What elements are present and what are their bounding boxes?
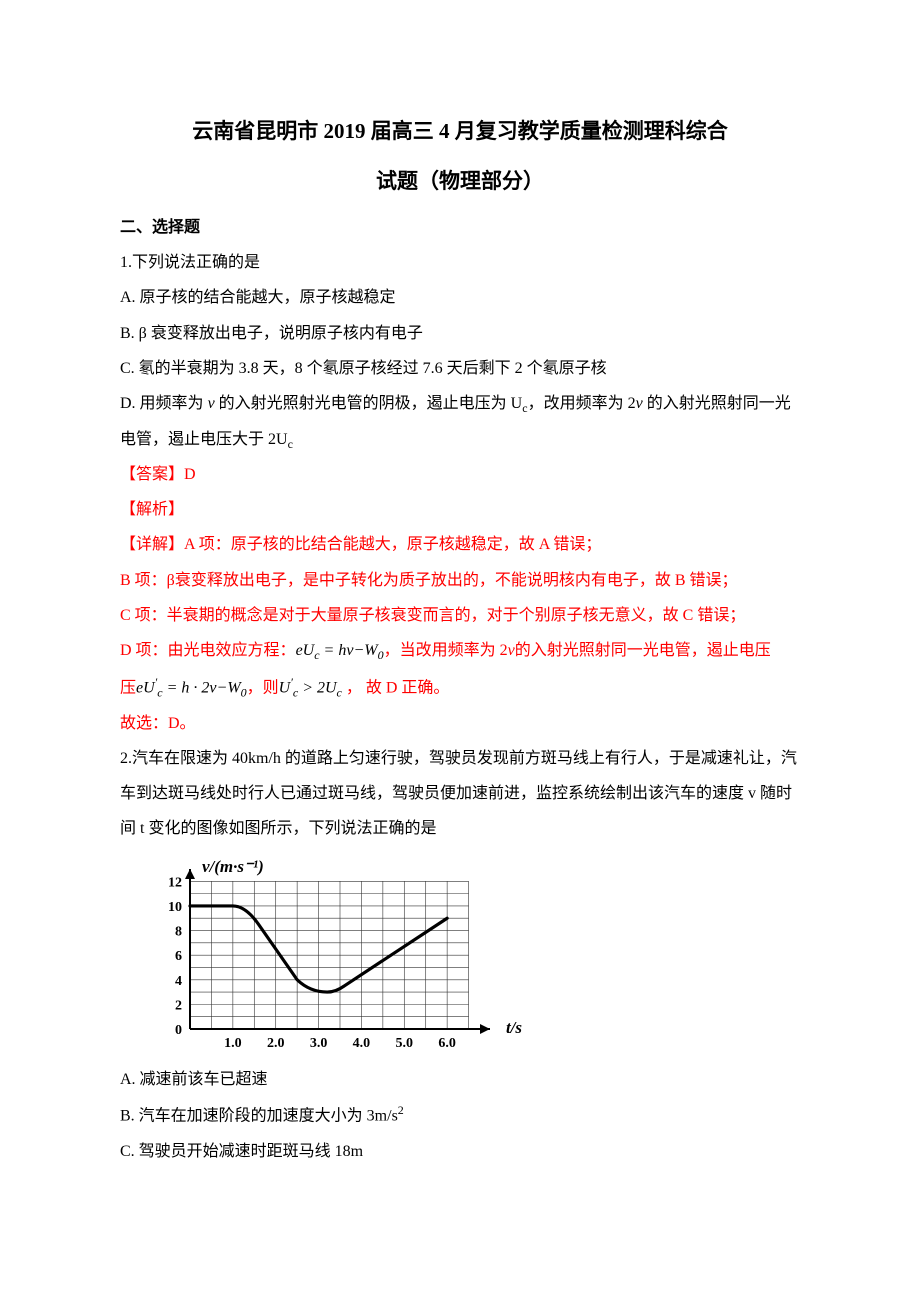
ddf2am: = h · 2v−W bbox=[163, 679, 241, 696]
y-axis-label: v/(m·s⁻¹) bbox=[202, 848, 264, 885]
dd-prefix: 压 bbox=[120, 679, 136, 696]
svg-text:6: 6 bbox=[175, 949, 182, 964]
q1-detail-a: 【详解】A 项：原子核的比结合能越大，原子核越稳定，故 A 错误； bbox=[120, 527, 800, 562]
q1-answer: 【答案】D bbox=[120, 457, 800, 492]
q1-detail-b: B 项：β衰变释放出电子，是中子转化为质子放出的，不能说明核内有电子，故 B 错… bbox=[120, 563, 800, 598]
section-header: 二、选择题 bbox=[120, 210, 800, 245]
q2-option-c: C. 驾驶员开始减速时距斑马线 18m bbox=[120, 1134, 800, 1169]
svg-text:2.0: 2.0 bbox=[267, 1036, 285, 1051]
svg-text:6.0: 6.0 bbox=[438, 1036, 456, 1051]
q2b-pre: B. 汽车在加速阶段的加速度大小为 3m/s bbox=[120, 1108, 398, 1125]
dd4: ，则 bbox=[247, 679, 279, 696]
q1-detail-c: C 项：半衰期的概念是对于大量原子核衰变而言的，对于个别原子核无意义，故 C 错… bbox=[120, 598, 800, 633]
svg-text:4.0: 4.0 bbox=[353, 1036, 371, 1051]
svg-text:0: 0 bbox=[175, 1023, 182, 1038]
q1-d-v2: v bbox=[636, 395, 643, 412]
q2-stem: 2.汽车在限速为 40km/h 的道路上匀速行驶，驾驶员发现前方斑马线上有行人，… bbox=[120, 741, 800, 847]
q1-d-mid1: 的入射光照射光电管的阴极，遏止电压为 U bbox=[215, 395, 523, 412]
ddf1: eU bbox=[296, 642, 315, 659]
q1-d-sub2: c bbox=[288, 437, 293, 451]
svg-text:3.0: 3.0 bbox=[310, 1036, 328, 1051]
svg-text:1.0: 1.0 bbox=[224, 1036, 242, 1051]
x-axis-label: t/s bbox=[506, 1009, 522, 1046]
svg-text:4: 4 bbox=[175, 974, 182, 989]
ddf2a: eU bbox=[136, 679, 155, 696]
q1-detail-d-line2: 压eU′c = h · 2v−W0，则U′c > 2Uc ， 故 D 正确。 bbox=[120, 669, 800, 706]
dd2: ，当改用频率为 2 bbox=[384, 642, 508, 659]
page-title-1: 云南省昆明市 2019 届高三 4 月复习教学质量检测理科综合 bbox=[120, 110, 800, 152]
svg-text:2: 2 bbox=[175, 999, 182, 1014]
detail-label: 【详解】 bbox=[120, 536, 184, 553]
ddf3am: > 2U bbox=[298, 679, 336, 696]
ddv: v bbox=[508, 642, 515, 659]
q2b-sup: 2 bbox=[398, 1103, 404, 1117]
dd5: ， 故 D 正确。 bbox=[342, 679, 450, 696]
dd1: D 项：由光电效应方程： bbox=[120, 642, 296, 659]
q1-option-b: B. β 衰变释放出电子，说明原子核内有电子 bbox=[120, 316, 800, 351]
q1-option-a: A. 原子核的结合能越大，原子核越稳定 bbox=[120, 280, 800, 315]
answer-value: D bbox=[184, 466, 196, 483]
q1-option-c: C. 氡的半衰期为 3.8 天，8 个氡原子核经过 7.6 天后剩下 2 个氡原… bbox=[120, 351, 800, 386]
q1-detail-d-line1: D 项：由光电效应方程：eUc = hv−W0，当改用频率为 2v的入射光照射同… bbox=[120, 633, 800, 669]
q1-stem: 1.下列说法正确的是 bbox=[120, 245, 800, 280]
q2-option-a: A. 减速前该车已超速 bbox=[120, 1062, 800, 1097]
answer-label: 【答案】 bbox=[120, 466, 184, 483]
q1-option-d: D. 用频率为 v 的入射光照射光电管的阴极，遏止电压为 Uc，改用频率为 2v… bbox=[120, 386, 800, 457]
ddf3a: U bbox=[279, 679, 291, 696]
dd3: 的入射光照射同一光电管，遏止电压 bbox=[515, 642, 771, 659]
velocity-chart: v/(m·s⁻¹) 1.02.03.04.05.06.0024681012 t/… bbox=[150, 854, 510, 1054]
q1-d-mid2: ，改用频率为 2 bbox=[528, 395, 636, 412]
q1-conclusion: 故选：D。 bbox=[120, 706, 800, 741]
svg-text:5.0: 5.0 bbox=[396, 1036, 414, 1051]
q2-option-b: B. 汽车在加速阶段的加速度大小为 3m/s2 bbox=[120, 1097, 800, 1134]
ddf1m: = hv−W bbox=[320, 642, 378, 659]
q1-analysis-label: 【解析】 bbox=[120, 492, 800, 527]
page-title-2: 试题（物理部分） bbox=[120, 160, 800, 202]
q1-d-pre: D. 用频率为 bbox=[120, 395, 208, 412]
svg-text:8: 8 bbox=[175, 925, 182, 940]
svg-text:10: 10 bbox=[168, 900, 182, 915]
detail-a-text: A 项：原子核的比结合能越大，原子核越稳定，故 A 错误； bbox=[184, 536, 601, 553]
q1-d-v: v bbox=[208, 395, 215, 412]
svg-text:12: 12 bbox=[168, 876, 182, 891]
